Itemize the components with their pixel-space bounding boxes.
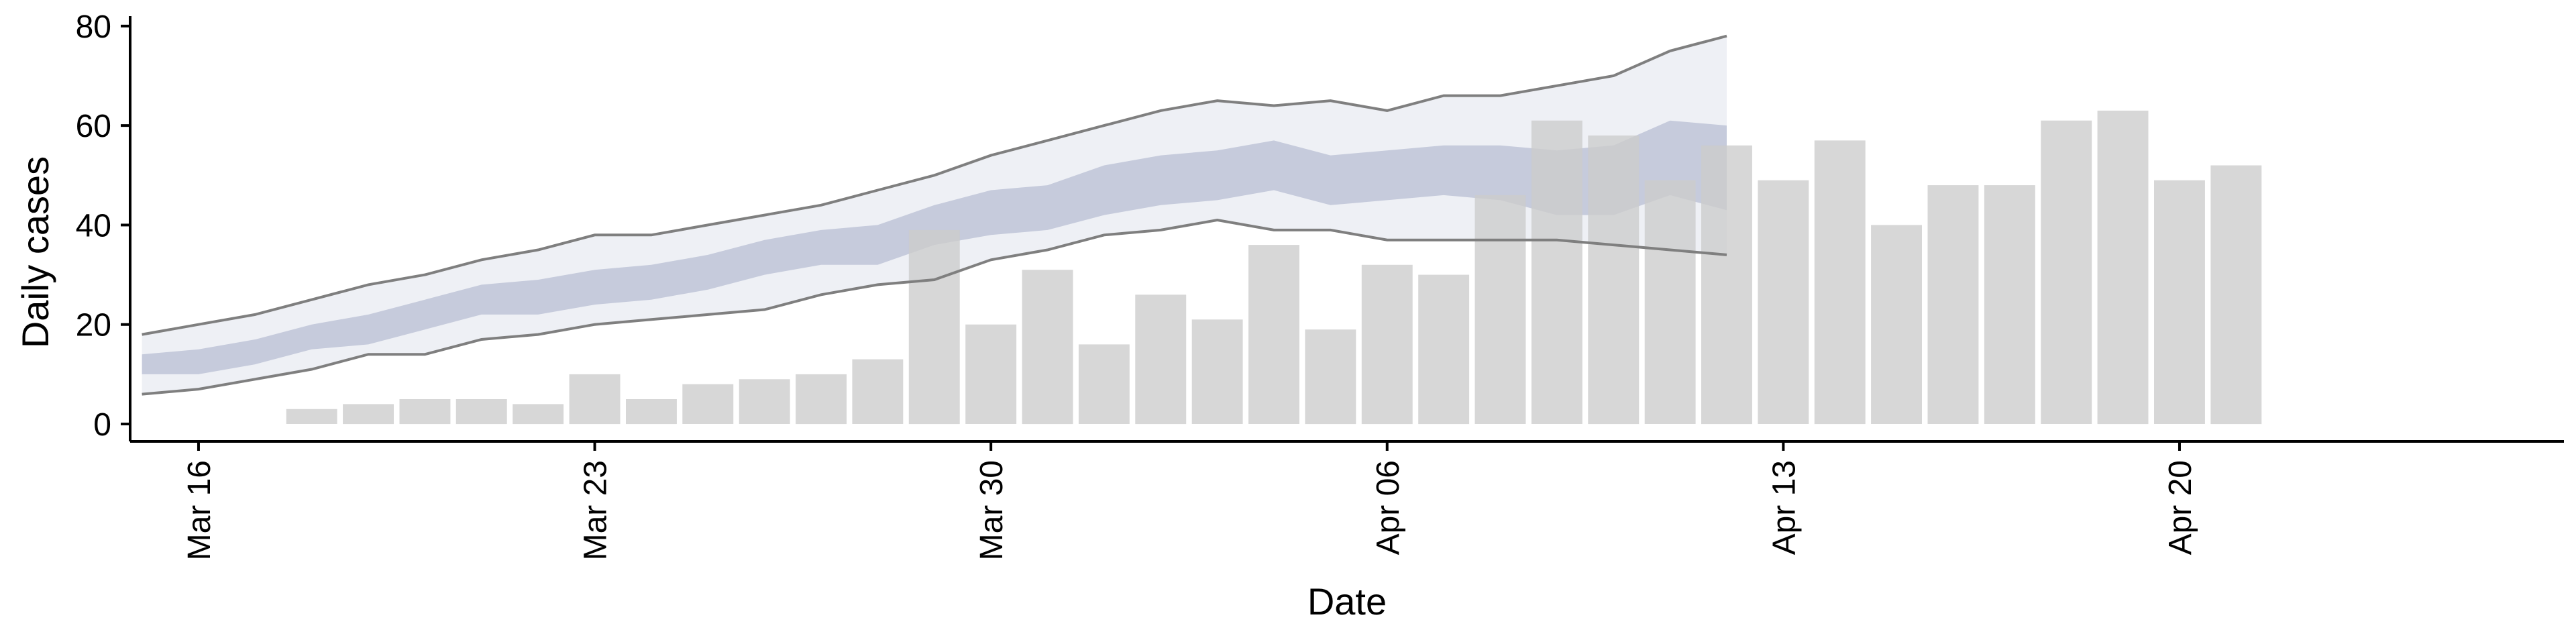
bars-layer — [286, 110, 2262, 425]
y-tick-label-80: 80 — [76, 9, 111, 45]
bar-2020-03-24 — [626, 399, 677, 425]
y-tick-label-0: 0 — [93, 407, 111, 443]
axes-layer: 0 20 40 60 80 Mar 16 Mar 23 Mar 30 Apr 06 Apr 13 A… — [76, 9, 2564, 560]
bar-2020-04-02 — [1135, 294, 1187, 425]
bar-2020-03-20 — [399, 399, 451, 425]
bar-2020-03-29 — [908, 229, 960, 425]
bar-2020-03-26 — [739, 379, 790, 424]
bar-2020-03-19 — [343, 404, 394, 425]
lower-bound-line — [142, 218, 1727, 396]
bar-2020-03-30 — [965, 324, 1017, 424]
x-tick-label-2020-04-06: Apr 06 — [1371, 460, 1406, 555]
bar-2020-04-03 — [1191, 319, 1243, 424]
x-tick-label-2020-03-30: Mar 30 — [974, 460, 1010, 560]
upper-bound-line — [142, 34, 1727, 336]
bar-2020-04-20 — [2154, 180, 2205, 424]
band-inner-layer — [142, 120, 1727, 374]
bar-2020-04-04 — [1248, 245, 1299, 424]
bar-2020-03-31 — [1022, 270, 1073, 425]
bar-2020-04-19 — [2097, 110, 2149, 425]
bar-2020-04-11 — [1644, 180, 1696, 424]
bar-2020-04-12 — [1701, 145, 1752, 425]
bar-2020-04-18 — [2041, 120, 2092, 424]
inner-interval-band — [142, 120, 1727, 374]
y-axis-title: Daily cases — [14, 156, 56, 348]
bar-2020-04-15 — [1871, 225, 1922, 424]
bar-2020-03-28 — [852, 359, 904, 424]
x-tick-label-2020-04-13: Apr 13 — [1766, 460, 1802, 555]
band-bound-lines-layer — [142, 34, 1727, 396]
bar-2020-04-10 — [1588, 136, 1640, 425]
x-tick-label-2020-03-16: Mar 16 — [182, 460, 217, 560]
bar-2020-04-08 — [1474, 195, 1526, 424]
bar-2020-04-05 — [1305, 329, 1356, 425]
bar-2020-03-22 — [513, 404, 564, 425]
bar-2020-03-21 — [455, 399, 507, 425]
bar-2020-03-25 — [682, 384, 734, 424]
bar-2020-03-18 — [286, 409, 337, 424]
bar-2020-04-07 — [1418, 274, 1470, 425]
bar-2020-04-14 — [1814, 140, 1866, 425]
y-tick-label-20: 20 — [76, 308, 111, 343]
bar-2020-04-01 — [1078, 344, 1130, 424]
bar-2020-03-23 — [569, 374, 621, 425]
x-tick-label-2020-03-23: Mar 23 — [578, 460, 614, 560]
bar-2020-04-09 — [1531, 120, 1582, 424]
x-tick-label-2020-04-20: Apr 20 — [2163, 460, 2198, 555]
bar-2020-04-21 — [2210, 165, 2262, 425]
bar-2020-04-13 — [1758, 180, 1809, 424]
bar-2020-04-06 — [1361, 264, 1413, 425]
y-tick-label-60: 60 — [76, 109, 111, 144]
bar-2020-04-16 — [1927, 185, 1979, 424]
y-tick-label-40: 40 — [76, 208, 111, 244]
bar-2020-04-17 — [1984, 185, 2035, 424]
x-axis-title: Date — [1307, 580, 1387, 623]
bar-2020-03-27 — [796, 374, 847, 425]
